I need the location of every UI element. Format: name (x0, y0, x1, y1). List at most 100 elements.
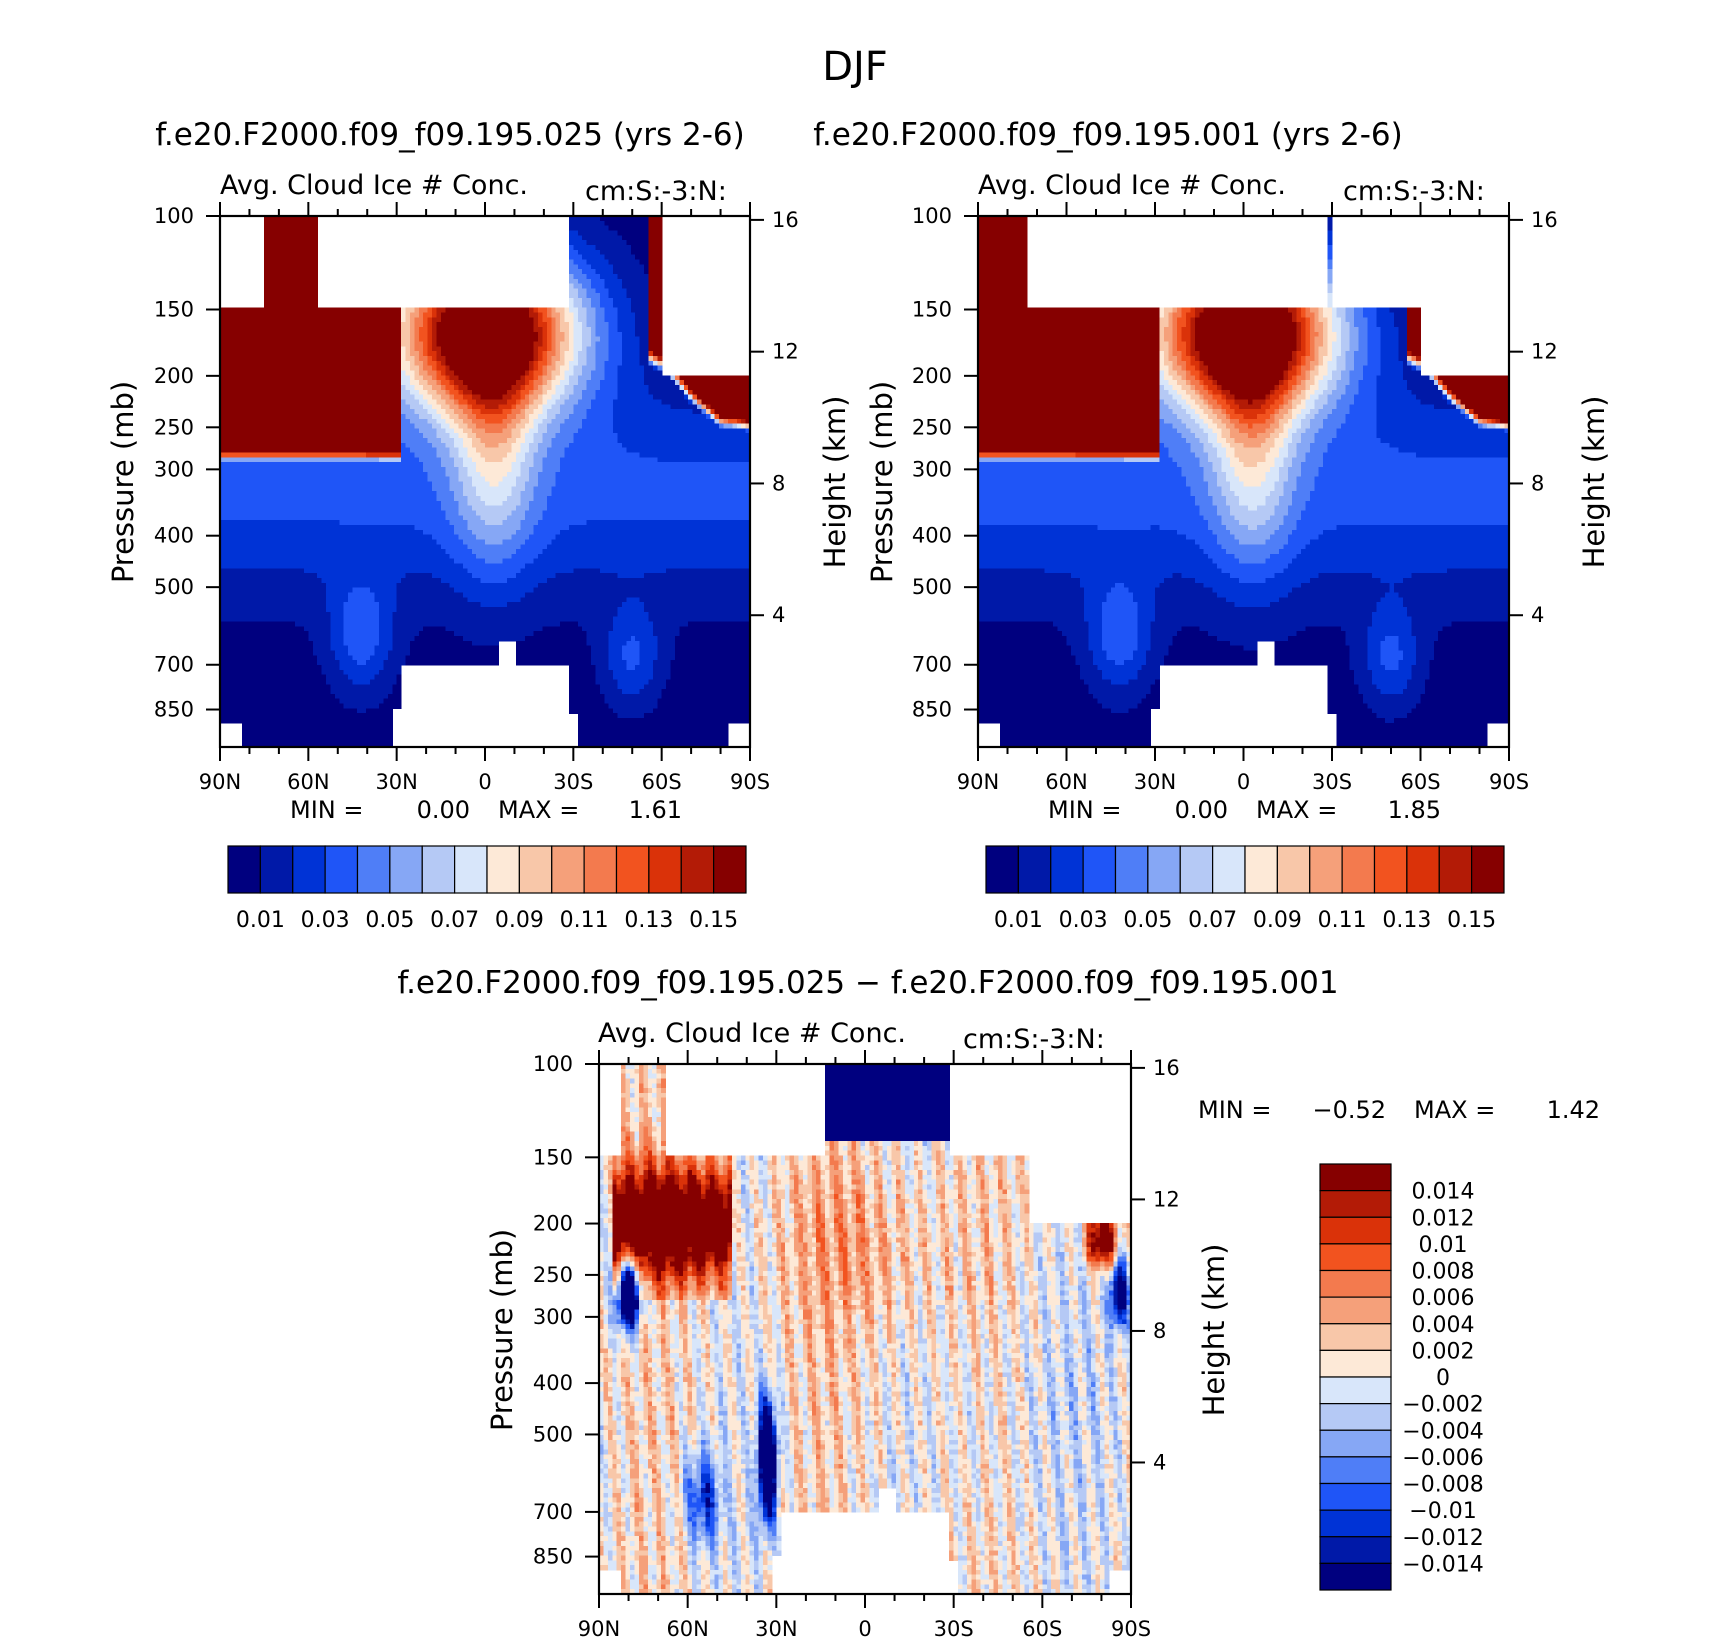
field-cell (277, 370, 283, 376)
field-cell (524, 327, 530, 333)
field-cell (697, 394, 703, 401)
field-cell (493, 341, 499, 347)
field-cell (308, 220, 314, 227)
field-cell (586, 389, 592, 396)
field-cell (502, 442, 508, 449)
field-cell (356, 327, 362, 333)
field-cell (281, 298, 287, 304)
field-cell (396, 380, 402, 386)
field-cell (529, 452, 535, 458)
field-cell (246, 399, 252, 405)
field-cell (281, 428, 287, 434)
field-cell (432, 312, 438, 318)
field-cell (617, 312, 623, 318)
field-cell (701, 399, 707, 405)
field-cell (295, 428, 301, 434)
field-cell (701, 467, 707, 473)
field-cell (387, 327, 393, 333)
field-cell (626, 273, 632, 280)
field-cell (414, 365, 420, 372)
field-cell (595, 331, 601, 338)
field-cell (449, 409, 455, 415)
field-cell (286, 370, 292, 376)
field-cell (387, 355, 393, 362)
field-cell (440, 457, 446, 463)
field-cell (445, 365, 451, 372)
field-cell (250, 442, 256, 449)
field-cell (295, 230, 301, 236)
field-cell (281, 317, 287, 323)
field-cell (308, 278, 314, 285)
field-cell (365, 370, 371, 376)
field-cell (396, 409, 402, 415)
field-cell (414, 467, 420, 473)
field-cell (533, 336, 539, 343)
field-cell (568, 452, 574, 458)
field-cell (723, 452, 729, 458)
field-cell (339, 331, 345, 338)
field-cell (595, 370, 601, 376)
field-cell (511, 481, 517, 487)
field-cell (317, 467, 323, 473)
field-cell (392, 418, 398, 425)
field-cell (635, 288, 641, 294)
field-cell (356, 346, 362, 352)
field-cell (555, 322, 561, 328)
field-cell (308, 322, 314, 328)
field-cell (621, 476, 627, 483)
field-cell (423, 491, 429, 497)
field-cell (330, 438, 336, 444)
field-cell (630, 307, 636, 314)
field-cell (714, 476, 720, 483)
field-cell (246, 438, 252, 444)
field-cell (573, 298, 579, 304)
field-cell (582, 370, 588, 376)
field-cell (326, 384, 332, 391)
field-cell (286, 404, 292, 410)
field-cell (392, 467, 398, 473)
field-cell (608, 240, 614, 246)
field-cell (445, 355, 451, 362)
field-cell (255, 365, 261, 372)
field-cell (727, 481, 733, 487)
field-cell (485, 360, 491, 367)
field-cell (582, 384, 588, 391)
field-cell (529, 307, 535, 314)
field-cell (727, 399, 733, 405)
field-cell (268, 298, 274, 304)
field-cell (471, 322, 477, 328)
field-cell (591, 240, 597, 246)
field-cell (458, 307, 464, 314)
field-cell (387, 413, 393, 420)
field-cell (224, 375, 230, 381)
field-cell (493, 399, 499, 405)
field-cell (228, 409, 234, 415)
field-cell (630, 351, 636, 357)
field-cell (476, 462, 482, 468)
field-cell (745, 442, 751, 449)
field-cell (467, 312, 473, 318)
field-cell (502, 384, 508, 391)
field-cell (591, 259, 597, 265)
field-cell (546, 423, 552, 429)
field-cell (348, 404, 354, 410)
field-cell (635, 481, 641, 487)
field-cell (387, 409, 393, 415)
field-cell (502, 418, 508, 425)
field-cell (374, 447, 380, 454)
field-cell (277, 380, 283, 386)
field-cell (648, 428, 654, 434)
field-cell (582, 423, 588, 429)
field-cell (688, 467, 694, 473)
field-cell (639, 278, 645, 285)
field-cell (334, 447, 340, 454)
field-cell (462, 418, 468, 425)
field-cell (387, 317, 393, 323)
field-cell (224, 346, 230, 352)
field-cell (303, 244, 309, 251)
field-cell (524, 438, 530, 444)
field-cell (303, 438, 309, 444)
field-cell (515, 491, 521, 497)
field-cell (423, 317, 429, 323)
field-cell (458, 486, 464, 492)
